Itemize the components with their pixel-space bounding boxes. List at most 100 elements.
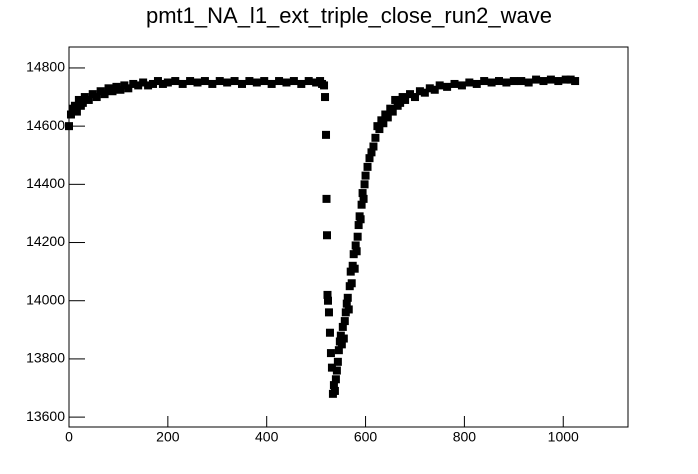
point — [322, 130, 331, 139]
point — [539, 77, 548, 86]
point — [320, 81, 329, 90]
point — [252, 78, 261, 87]
x-tick-label: 1000 — [548, 429, 579, 445]
point — [323, 290, 332, 299]
point — [371, 133, 380, 142]
point — [367, 148, 376, 157]
point — [406, 90, 415, 99]
point — [321, 93, 330, 102]
point — [532, 75, 541, 84]
point — [517, 77, 526, 86]
point — [149, 79, 158, 88]
point — [70, 101, 79, 110]
point — [410, 93, 419, 102]
y-tick-label: 14600 — [26, 117, 65, 133]
point — [124, 84, 133, 93]
point — [360, 180, 369, 189]
point — [78, 98, 87, 107]
point — [383, 113, 392, 122]
point — [338, 322, 347, 331]
chart-title: pmt1_NA_l1_ext_triple_close_run2_wave — [146, 3, 552, 28]
point — [282, 78, 291, 87]
point — [324, 308, 333, 317]
point — [502, 78, 511, 87]
point — [322, 194, 331, 203]
x-tick-label: 600 — [354, 429, 378, 445]
y-tick-label: 14800 — [26, 59, 65, 75]
point — [237, 79, 246, 88]
y-tick-label: 14000 — [26, 291, 65, 307]
point — [333, 357, 342, 366]
point — [144, 81, 153, 90]
point — [158, 79, 167, 88]
point — [357, 200, 366, 209]
point — [323, 296, 332, 305]
x-tick-label: 400 — [255, 429, 279, 445]
point — [571, 77, 580, 86]
point — [342, 299, 351, 308]
point — [66, 110, 75, 119]
point — [171, 77, 180, 86]
point — [359, 194, 368, 203]
point — [352, 247, 361, 256]
point — [334, 346, 343, 355]
y-tick-label: 13800 — [26, 350, 65, 366]
point — [361, 171, 370, 180]
x-tick-label: 0 — [65, 429, 73, 445]
point — [388, 107, 397, 116]
point — [186, 77, 195, 86]
point — [325, 328, 334, 337]
point — [375, 125, 384, 134]
point — [443, 82, 452, 91]
point — [354, 221, 363, 230]
point — [129, 79, 138, 88]
point — [223, 78, 232, 87]
point — [326, 349, 335, 358]
point — [487, 78, 496, 87]
point — [304, 77, 313, 86]
point — [260, 77, 269, 86]
point — [215, 77, 224, 86]
point — [340, 317, 349, 326]
point — [108, 87, 117, 96]
point — [472, 79, 481, 88]
point — [329, 381, 338, 390]
point — [343, 293, 352, 302]
y-tick-label: 13600 — [26, 408, 65, 424]
point — [566, 75, 575, 84]
y-tick-label: 14400 — [26, 175, 65, 191]
point — [275, 77, 284, 86]
point — [323, 231, 331, 240]
point — [344, 305, 353, 314]
point — [332, 366, 341, 375]
point — [92, 93, 101, 102]
point — [524, 78, 533, 87]
point — [356, 215, 365, 224]
point — [289, 77, 298, 86]
point — [401, 95, 410, 104]
point — [391, 95, 400, 104]
point — [153, 77, 162, 86]
point — [509, 77, 518, 86]
y-tick-label: 14200 — [26, 233, 65, 249]
point — [415, 87, 424, 96]
point — [84, 95, 93, 104]
point — [350, 264, 359, 273]
point — [347, 279, 356, 288]
point — [495, 77, 503, 86]
point — [208, 79, 217, 88]
point — [396, 98, 405, 107]
point — [193, 78, 202, 87]
point — [365, 154, 374, 163]
point — [65, 122, 73, 131]
point — [339, 334, 348, 343]
point — [546, 75, 555, 84]
point — [163, 78, 172, 87]
point — [267, 79, 276, 88]
point — [435, 81, 444, 90]
point — [425, 84, 434, 93]
point — [139, 78, 148, 87]
point — [72, 107, 81, 116]
point — [200, 77, 209, 86]
x-tick-label: 200 — [156, 429, 180, 445]
